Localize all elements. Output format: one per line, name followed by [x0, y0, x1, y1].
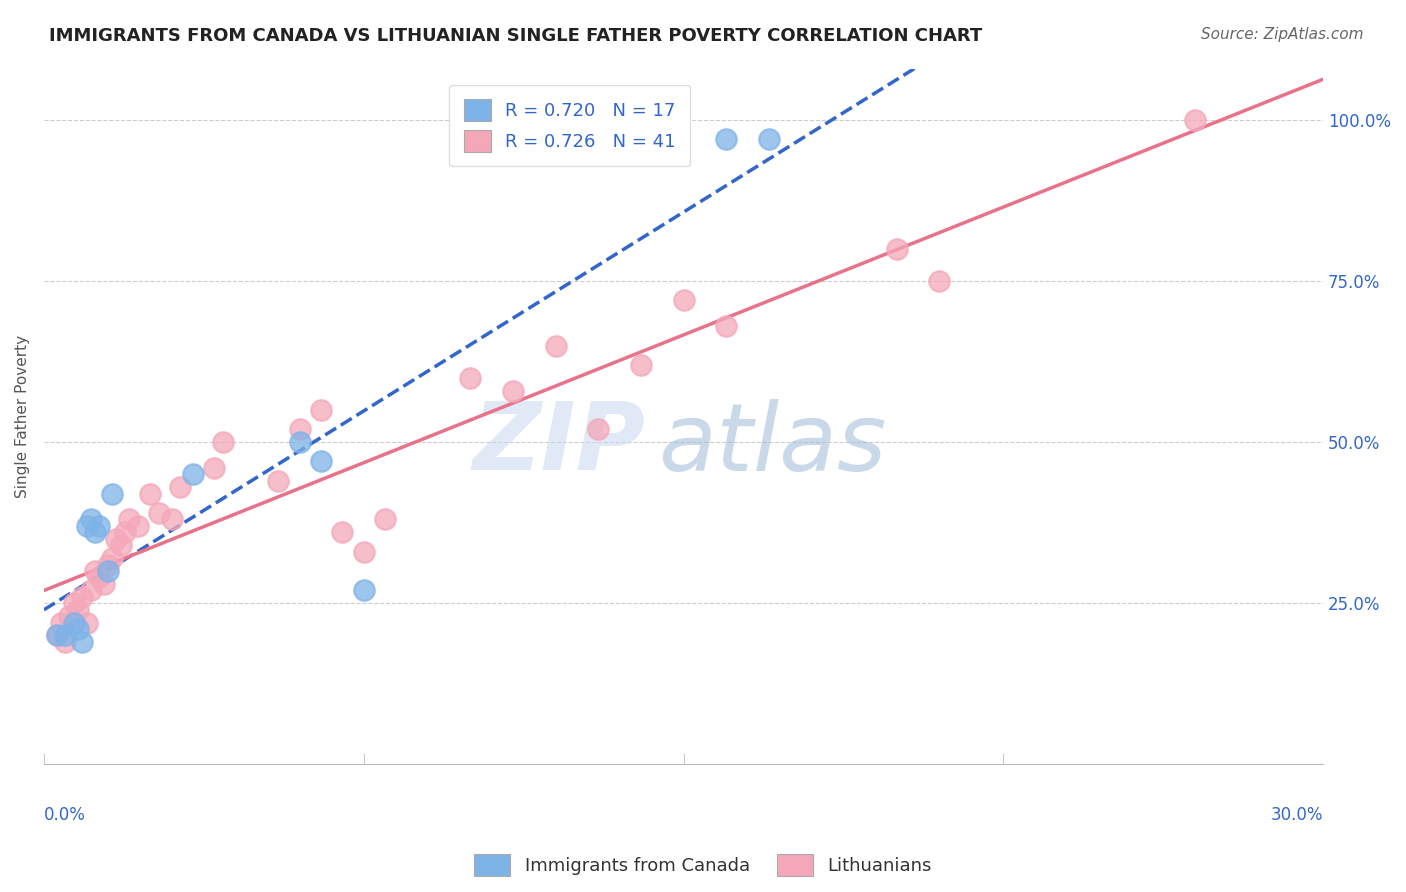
Text: atlas: atlas [658, 399, 886, 490]
Point [169, 480, 191, 494]
Point [84, 564, 107, 578]
Point [76, 519, 98, 533]
Point [181, 467, 204, 482]
Point [139, 486, 162, 500]
Y-axis label: Single Father Poverty: Single Father Poverty [15, 334, 30, 498]
Point [45, 628, 67, 642]
Text: Source: ZipAtlas.com: Source: ZipAtlas.com [1201, 27, 1364, 42]
Point [544, 338, 567, 352]
Point [118, 512, 141, 526]
Point [76, 615, 98, 630]
Point [53, 635, 76, 649]
Point [72, 635, 94, 649]
Point [502, 384, 524, 398]
Text: ZIP: ZIP [472, 398, 645, 491]
Point [928, 274, 950, 288]
Point [66, 622, 89, 636]
Point [630, 358, 652, 372]
Point [309, 403, 332, 417]
Point [93, 577, 115, 591]
Point [886, 242, 908, 256]
Point [127, 519, 149, 533]
Text: 30.0%: 30.0% [1271, 806, 1323, 824]
Point [458, 370, 481, 384]
Point [714, 132, 737, 146]
Point [62, 615, 84, 630]
Point [89, 570, 111, 584]
Legend: R = 0.720   N = 17, R = 0.726   N = 41: R = 0.720 N = 17, R = 0.726 N = 41 [450, 85, 690, 167]
Point [80, 583, 103, 598]
Point [309, 454, 332, 468]
Point [66, 602, 89, 616]
Point [288, 422, 311, 436]
Point [58, 609, 80, 624]
Point [353, 583, 375, 598]
Point [62, 596, 84, 610]
Text: IMMIGRANTS FROM CANADA VS LITHUANIAN SINGLE FATHER POVERTY CORRELATION CHART: IMMIGRANTS FROM CANADA VS LITHUANIAN SIN… [49, 27, 983, 45]
Point [45, 628, 67, 642]
Point [97, 564, 120, 578]
Point [105, 532, 128, 546]
Point [97, 558, 120, 572]
Point [49, 615, 72, 630]
Point [714, 319, 737, 334]
Point [267, 474, 290, 488]
Point [53, 628, 76, 642]
Point [288, 435, 311, 450]
Point [1184, 113, 1206, 128]
Point [586, 422, 609, 436]
Point [204, 461, 226, 475]
Point [148, 506, 170, 520]
Point [110, 538, 132, 552]
Point [672, 293, 695, 308]
Point [89, 519, 111, 533]
Point [72, 590, 94, 604]
Point [353, 544, 375, 558]
Point [114, 525, 136, 540]
Legend: Immigrants from Canada, Lithuanians: Immigrants from Canada, Lithuanians [467, 847, 939, 883]
Point [101, 486, 124, 500]
Text: 0.0%: 0.0% [44, 806, 86, 824]
Point [101, 551, 124, 566]
Point [160, 512, 183, 526]
Point [758, 132, 780, 146]
Point [332, 525, 354, 540]
Point [374, 512, 396, 526]
Point [80, 512, 103, 526]
Point [84, 525, 107, 540]
Point [212, 435, 235, 450]
